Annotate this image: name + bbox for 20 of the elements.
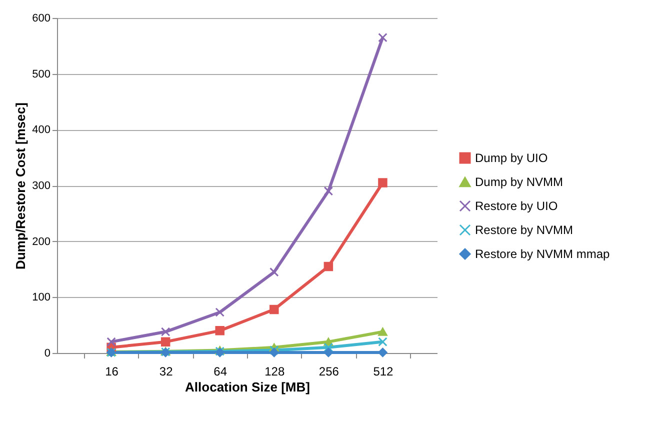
y-tick-label: 400 [32, 124, 50, 136]
legend-label: Restore by UIO [475, 199, 558, 213]
y-tick-label: 100 [32, 292, 50, 304]
x-axis-title: Allocation Size [MB] [185, 380, 310, 394]
y-tick-label: 0 [44, 348, 50, 360]
x-tick-label: 256 [318, 364, 340, 378]
x-tick-label: 512 [373, 364, 394, 378]
x-tick-label: 32 [159, 364, 174, 378]
y-tick-label: 600 [32, 12, 50, 24]
legend-label: Dump by NVMM [475, 175, 564, 189]
y-tick-label: 300 [32, 180, 50, 192]
y-axis-title: Dump/Restore Cost [msec] [13, 102, 28, 270]
legend-label: Restore by NVMM mmap [475, 247, 610, 261]
y-tick-label: 500 [32, 68, 50, 80]
y-tick-label: 200 [32, 236, 50, 248]
x-tick-label: 128 [264, 364, 285, 378]
legend-label: Dump by UIO [475, 151, 548, 165]
legend-label: Restore by NVMM [475, 223, 574, 237]
x-tick-label: 16 [105, 364, 119, 378]
x-tick-label: 64 [214, 364, 228, 378]
